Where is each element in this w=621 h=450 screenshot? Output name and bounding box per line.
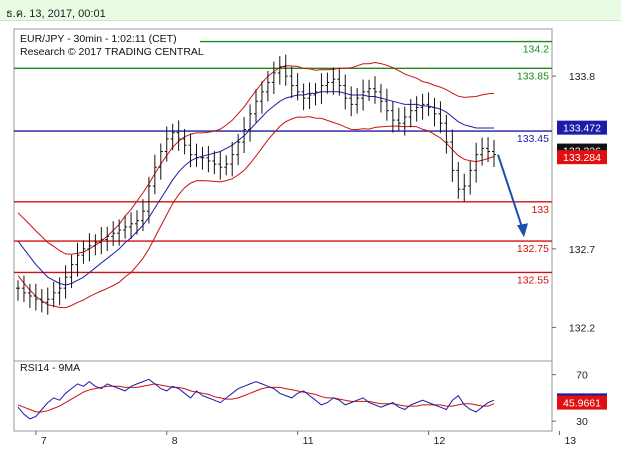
y-tick-label: 132.2 — [569, 322, 595, 334]
rsi-panel-frame — [13, 360, 553, 432]
rsi-price-tag-label: 45.9661 — [563, 398, 601, 410]
main-panel-frame — [13, 28, 553, 370]
date-header: ธ.ค. 13, 2017, 00:01 — [0, 0, 621, 21]
rsi-price-tag — [557, 395, 607, 410]
bollinger-lower-line — [17, 116, 495, 309]
y-tick-label: 133.8 — [569, 71, 595, 83]
label-layer: EUR/JPY - 30min - 1:02:11 (CET) Research… — [20, 33, 204, 374]
rsi-y-tick-label: 70 — [576, 370, 588, 382]
forecast-arrow-head — [517, 223, 528, 238]
x-tick-label: 8 — [172, 435, 178, 447]
x-tick-label: 7 — [41, 435, 47, 447]
price-tag-label: 133.284 — [563, 152, 601, 164]
level-label: 133.85 — [517, 70, 549, 82]
level-label: 132.75 — [517, 243, 549, 255]
level-label: 134.2 — [523, 44, 549, 56]
level-label: 133 — [531, 204, 549, 216]
y-tick-label: 132.7 — [569, 244, 595, 256]
x-tick-label: 13 — [564, 435, 576, 447]
forecast-arrow-shaft — [497, 154, 525, 234]
level-label: 132.55 — [517, 274, 549, 286]
level-label: 133.45 — [517, 133, 549, 145]
rsi-y-tick-label: 30 — [576, 416, 588, 428]
x-tick-label: 11 — [303, 435, 314, 447]
main-chart-subtitle: Research © 2017 TRADING CENTRAL — [20, 46, 204, 58]
rsi-ma-line — [17, 383, 495, 413]
rsi-line — [17, 378, 495, 420]
chart-svg: 134.2 133.85 133.45 133 132.75 132.55 133.8 132… — [13, 28, 607, 447]
main-plot: 134.2 133.85 133.45 133 132.75 132.55 133.8 132… — [14, 40, 607, 334]
rsi-chart-title: RSI14 - 9MA — [20, 362, 80, 374]
main-chart-title: EUR/JPY - 30min - 1:02:11 (CET) — [20, 33, 177, 45]
price-tag-label: 133.472 — [563, 123, 601, 135]
moving-average-line — [17, 91, 494, 286]
x-tick-label: 12 — [434, 435, 446, 447]
price-tag — [557, 150, 607, 165]
date-label: ธ.ค. 13, 2017, 00:01 — [6, 8, 106, 20]
price-tag — [557, 120, 607, 135]
